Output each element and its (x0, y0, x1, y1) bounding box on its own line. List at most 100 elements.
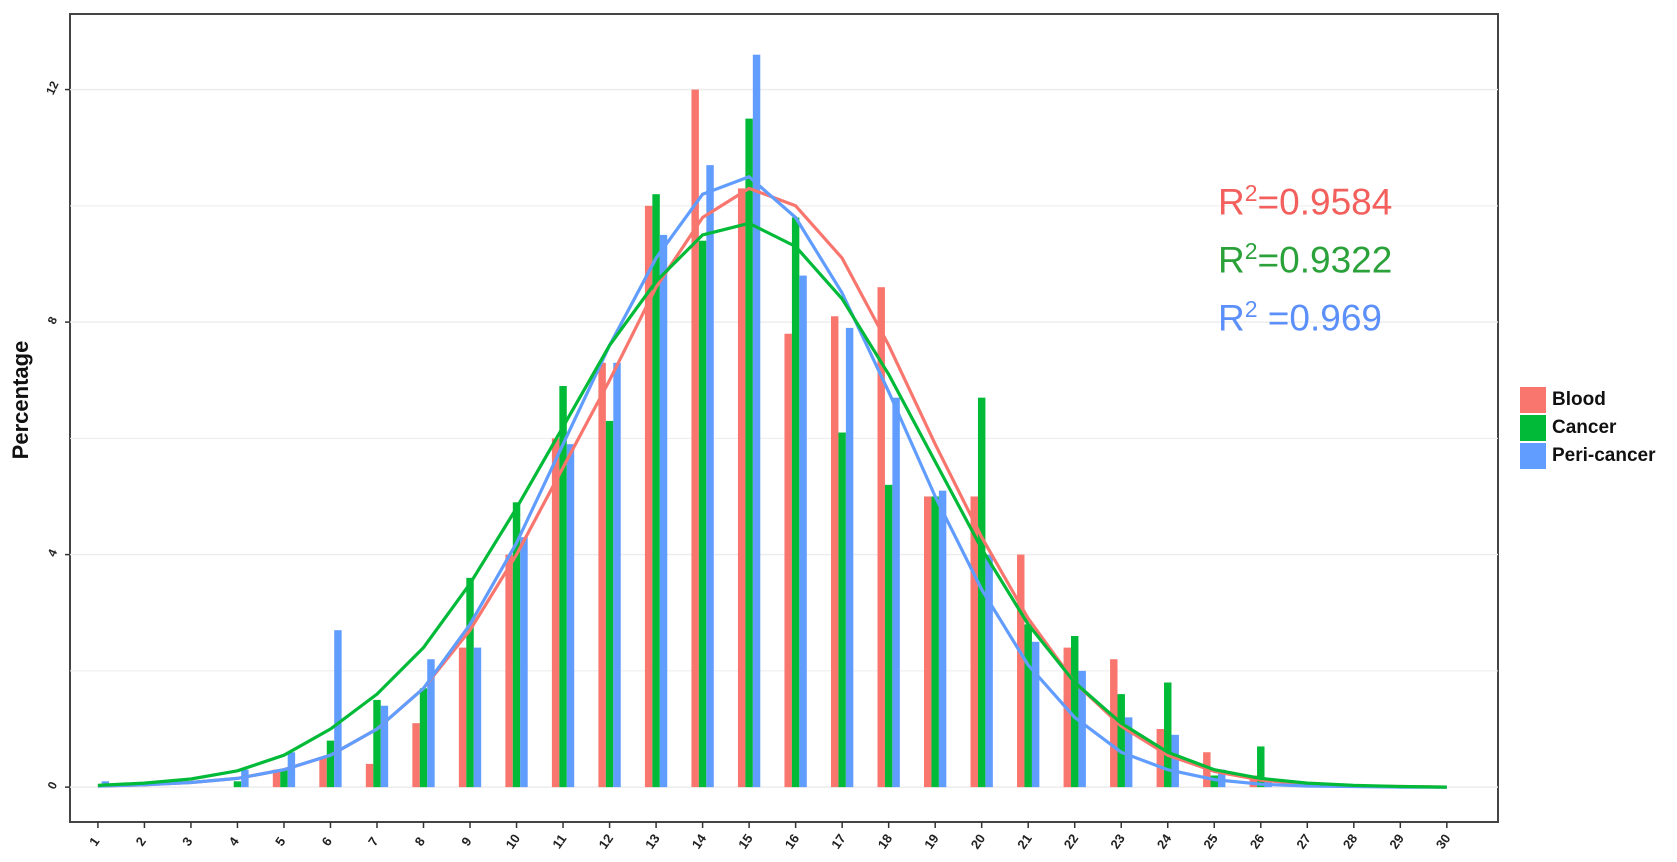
bar-peri-cancer-6 (334, 630, 342, 788)
bar-cancer-11 (559, 386, 567, 788)
r2-blood: R2=0.9584 (1218, 180, 1392, 223)
bar-peri-cancer-9 (473, 647, 482, 788)
x-tick-label: 9 (458, 834, 474, 849)
x-tick-label: 13 (642, 831, 663, 851)
legend-swatch-cancer (1520, 415, 1546, 441)
x-tick-label: 14 (689, 831, 710, 852)
bar-peri-cancer-7 (380, 705, 389, 788)
legend-label-cancer: Cancer (1552, 417, 1617, 438)
x-tick-label: 28 (1340, 831, 1361, 851)
bar-peri-cancer-10 (520, 537, 528, 788)
bar-cancer-15 (745, 118, 753, 788)
x-tick-label: 17 (828, 831, 849, 851)
x-tick-label: 3 (179, 834, 195, 849)
bar-peri-cancer-25 (1217, 769, 1226, 788)
x-tick-label: 4 (226, 834, 243, 849)
bar-peri-cancer-22 (1078, 670, 1086, 788)
legend-item-cancer: Cancer (1520, 414, 1656, 442)
bar-blood-8 (412, 723, 420, 788)
x-tick-label: 16 (782, 831, 803, 851)
bar-blood-21 (1017, 554, 1025, 788)
bar-blood-10 (505, 554, 513, 788)
bar-peri-cancer-11 (566, 444, 575, 788)
bar-blood-26 (1249, 775, 1258, 788)
r2-pericancer-value: =0.969 (1257, 297, 1383, 339)
x-tick-label: 2 (133, 834, 149, 849)
y-tick-label: 4 (45, 547, 61, 559)
x-tick-label: 30 (1433, 831, 1454, 851)
bar-blood-5 (272, 769, 281, 788)
x-tick-label: 10 (503, 831, 524, 851)
bar-cancer-24 (1164, 682, 1172, 788)
bars (101, 54, 1272, 788)
r2-pericancer: R2 =0.969 (1218, 296, 1382, 339)
bar-cancer-13 (652, 194, 660, 788)
r2-cancer-label: R (1218, 239, 1245, 281)
bar-cancer-5 (280, 769, 288, 788)
bar-peri-cancer-12 (613, 362, 621, 788)
legend-label-blood: Blood (1552, 389, 1606, 410)
fit-curve-cancer (97, 221, 1447, 789)
bar-blood-17 (830, 316, 839, 788)
bar-blood-15 (737, 188, 746, 788)
y-tick-label: 0 (45, 779, 61, 791)
bar-cancer-25 (1210, 775, 1218, 788)
bar-cancer-26 (1257, 746, 1265, 788)
bar-peri-cancer-14 (706, 165, 714, 788)
bar-cancer-7 (373, 699, 381, 788)
bar-cancer-6 (326, 740, 335, 788)
y-axis-label: Percentage (8, 341, 33, 460)
x-tick-label: 19 (921, 831, 942, 851)
x-tick-label: 12 (596, 831, 617, 851)
bar-blood-9 (458, 647, 467, 788)
bar-cancer-22 (1070, 635, 1079, 788)
x-tick-label: 20 (968, 831, 989, 851)
bar-cancer-12 (605, 420, 614, 788)
r2-blood-sup: 2 (1244, 180, 1258, 206)
bar-peri-cancer-15 (752, 54, 761, 788)
r2-cancer-value: =0.9322 (1257, 239, 1393, 281)
bar-blood-16 (784, 333, 792, 788)
legend-label-pericancer: Peri-cancer (1552, 445, 1656, 466)
bar-peri-cancer-18 (892, 397, 900, 788)
x-tick-label: 23 (1107, 831, 1128, 851)
bar-peri-cancer-24 (1171, 734, 1179, 788)
r2-cancer-sup: 2 (1244, 238, 1258, 264)
bar-cancer-9 (466, 577, 474, 788)
bar-cancer-17 (838, 432, 846, 788)
bar-peri-cancer-20 (985, 554, 993, 788)
bar-cancer-4 (233, 781, 242, 788)
bar-peri-cancer-19 (938, 490, 947, 788)
x-tick-label: 22 (1061, 831, 1082, 851)
x-tick-label: 24 (1154, 831, 1175, 852)
bar-blood-24 (1156, 728, 1165, 788)
bar-peri-cancer-8 (427, 659, 435, 788)
bar-blood-6 (319, 758, 327, 788)
x-tick-label: 18 (875, 831, 896, 851)
x-tick-label: 15 (735, 831, 756, 851)
x-tick-label: 7 (365, 834, 381, 849)
bar-blood-11 (551, 438, 560, 788)
r2-cancer: R2=0.9322 (1218, 238, 1392, 281)
bar-peri-cancer-16 (799, 275, 807, 788)
x-tick-label: 11 (549, 831, 569, 851)
fit-curve-peri-cancer (97, 175, 1447, 789)
bar-blood-20 (970, 496, 978, 788)
x-tick-label: 6 (319, 834, 335, 849)
bar-blood-13 (644, 205, 653, 788)
x-tick-label: 1 (86, 834, 102, 849)
bar-blood-23 (1110, 659, 1118, 788)
r2-pericancer-sup: 2 (1244, 296, 1258, 322)
x-tick-label: 8 (412, 834, 428, 849)
x-tick-label: 25 (1200, 831, 1221, 851)
bar-blood-12 (598, 362, 606, 788)
bar-peri-cancer-5 (287, 752, 296, 788)
x-tick-label: 5 (272, 834, 288, 849)
legend-item-pericancer: Peri-cancer (1520, 442, 1656, 470)
x-tick-label: 26 (1247, 831, 1268, 851)
bar-cancer-21 (1024, 624, 1032, 788)
bar-blood-18 (877, 287, 885, 788)
legend-swatch-blood (1520, 387, 1546, 413)
bar-cancer-23 (1117, 694, 1125, 788)
